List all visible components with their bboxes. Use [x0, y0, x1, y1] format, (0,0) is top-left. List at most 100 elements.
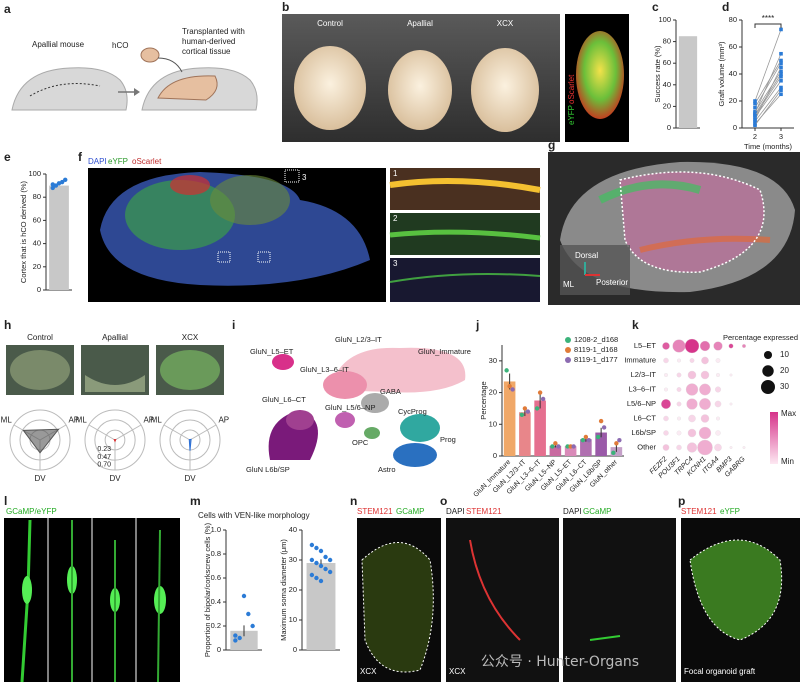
axis-label: ML	[151, 416, 163, 425]
dot	[672, 339, 686, 353]
r-tick-label: 0.23	[97, 446, 111, 453]
y-axis-label: Maximum soma diameter (μm)	[279, 539, 288, 641]
data-point	[59, 179, 65, 185]
dot	[685, 383, 699, 396]
dot	[699, 398, 711, 410]
row-label: L6b/SP	[631, 428, 656, 437]
y-axis-label: Success rate (%)	[653, 45, 662, 103]
dot	[715, 358, 721, 363]
data-point	[318, 548, 324, 554]
bar	[564, 446, 577, 456]
panel-b-photos: Control Apallial XCX eYFP oScarlet	[282, 14, 629, 142]
dot	[688, 414, 696, 423]
data-point	[779, 88, 783, 92]
legend-dot	[761, 380, 775, 394]
pair-line	[754, 87, 782, 122]
bar	[306, 563, 336, 650]
annotation: ****	[762, 14, 774, 23]
legend-label: 1208-2_d168	[574, 335, 618, 344]
cluster-label: Prog	[440, 435, 456, 444]
axis-label: ML	[76, 416, 88, 425]
y-tick-label: 80	[729, 15, 737, 24]
data-point	[534, 406, 540, 411]
label: STEM121	[681, 507, 717, 516]
label: Control	[317, 19, 343, 28]
legend-title: Percentage expressed	[723, 333, 798, 342]
data-point	[327, 569, 333, 575]
y-tick-label: 0	[217, 645, 221, 654]
label: GCaMP	[396, 507, 424, 516]
label: Dorsal	[575, 251, 598, 260]
label: Posterior	[596, 278, 628, 287]
data-point	[617, 437, 622, 443]
dot	[697, 439, 713, 456]
cluster-label: GluN_L6–CT	[262, 395, 306, 404]
significance-bracket	[754, 23, 782, 28]
data-point	[323, 554, 328, 560]
y-tick-label: 20	[33, 262, 41, 271]
panel-label: i	[232, 318, 235, 332]
legend-label: 30	[780, 382, 789, 391]
dot	[663, 357, 669, 364]
y-axis-label: Proportion of bipolar/corkscrew cells (%…	[203, 522, 212, 657]
panel-o-images: DAPI STEM121 DAPI GCaMP XCX	[446, 507, 676, 682]
label: ML	[563, 280, 575, 289]
y-axis-label: Cortex that is hCO derived (%)	[19, 180, 28, 283]
data-point	[779, 85, 783, 90]
dot	[687, 370, 697, 380]
panel-label: m	[190, 494, 201, 508]
panel-i-umap	[268, 347, 466, 467]
data-point	[237, 635, 242, 641]
panel-label: o	[440, 494, 447, 508]
legend-marker	[565, 337, 571, 343]
data-point	[63, 177, 68, 182]
label: 3	[302, 173, 307, 182]
panel-label: f	[78, 150, 83, 164]
radar-axis	[189, 424, 217, 441]
panel-label: l	[4, 494, 7, 508]
data-point	[779, 27, 783, 32]
cluster-label: GABA	[380, 387, 401, 396]
row-label: L5–ET	[634, 341, 657, 350]
dot	[700, 414, 710, 423]
radar-area	[188, 438, 192, 451]
y-tick-label: 1.0	[211, 525, 221, 534]
data-point	[327, 557, 333, 563]
y-tick-label: 20	[729, 96, 737, 105]
dot	[742, 446, 746, 449]
pair-line	[754, 53, 782, 114]
dot	[676, 444, 682, 451]
y-tick-label: 10	[289, 615, 297, 624]
data-point	[595, 434, 601, 440]
data-point	[614, 441, 619, 446]
y-tick-label: 40	[33, 239, 41, 248]
label: STEM121	[466, 507, 502, 516]
pair-line	[754, 89, 782, 126]
bar	[678, 36, 698, 129]
dot	[715, 430, 721, 436]
label: STEM121	[357, 507, 393, 516]
row-label: Immature	[624, 355, 656, 364]
colorbar-label: Max	[781, 409, 796, 418]
dot	[728, 343, 734, 349]
y-axis-label: Percentage	[479, 381, 488, 419]
panel-label: b	[282, 0, 289, 14]
dot	[714, 400, 722, 408]
data-point	[550, 444, 555, 449]
legend-label: 8119-1_d168	[574, 345, 618, 354]
data-point	[50, 182, 55, 187]
label: DAPI	[563, 507, 582, 516]
y-tick-label: 100	[658, 15, 671, 24]
label: Apallial	[407, 19, 433, 28]
dot	[699, 340, 711, 352]
panel-l-images: GCaMP/eYFP	[4, 507, 180, 683]
data-point	[309, 542, 315, 548]
pair-line	[754, 29, 782, 102]
x-axis-label: Time (months)	[744, 142, 793, 151]
dot	[742, 344, 746, 348]
panel-label: a	[4, 2, 11, 16]
data-point	[753, 118, 757, 122]
bar	[49, 185, 69, 290]
